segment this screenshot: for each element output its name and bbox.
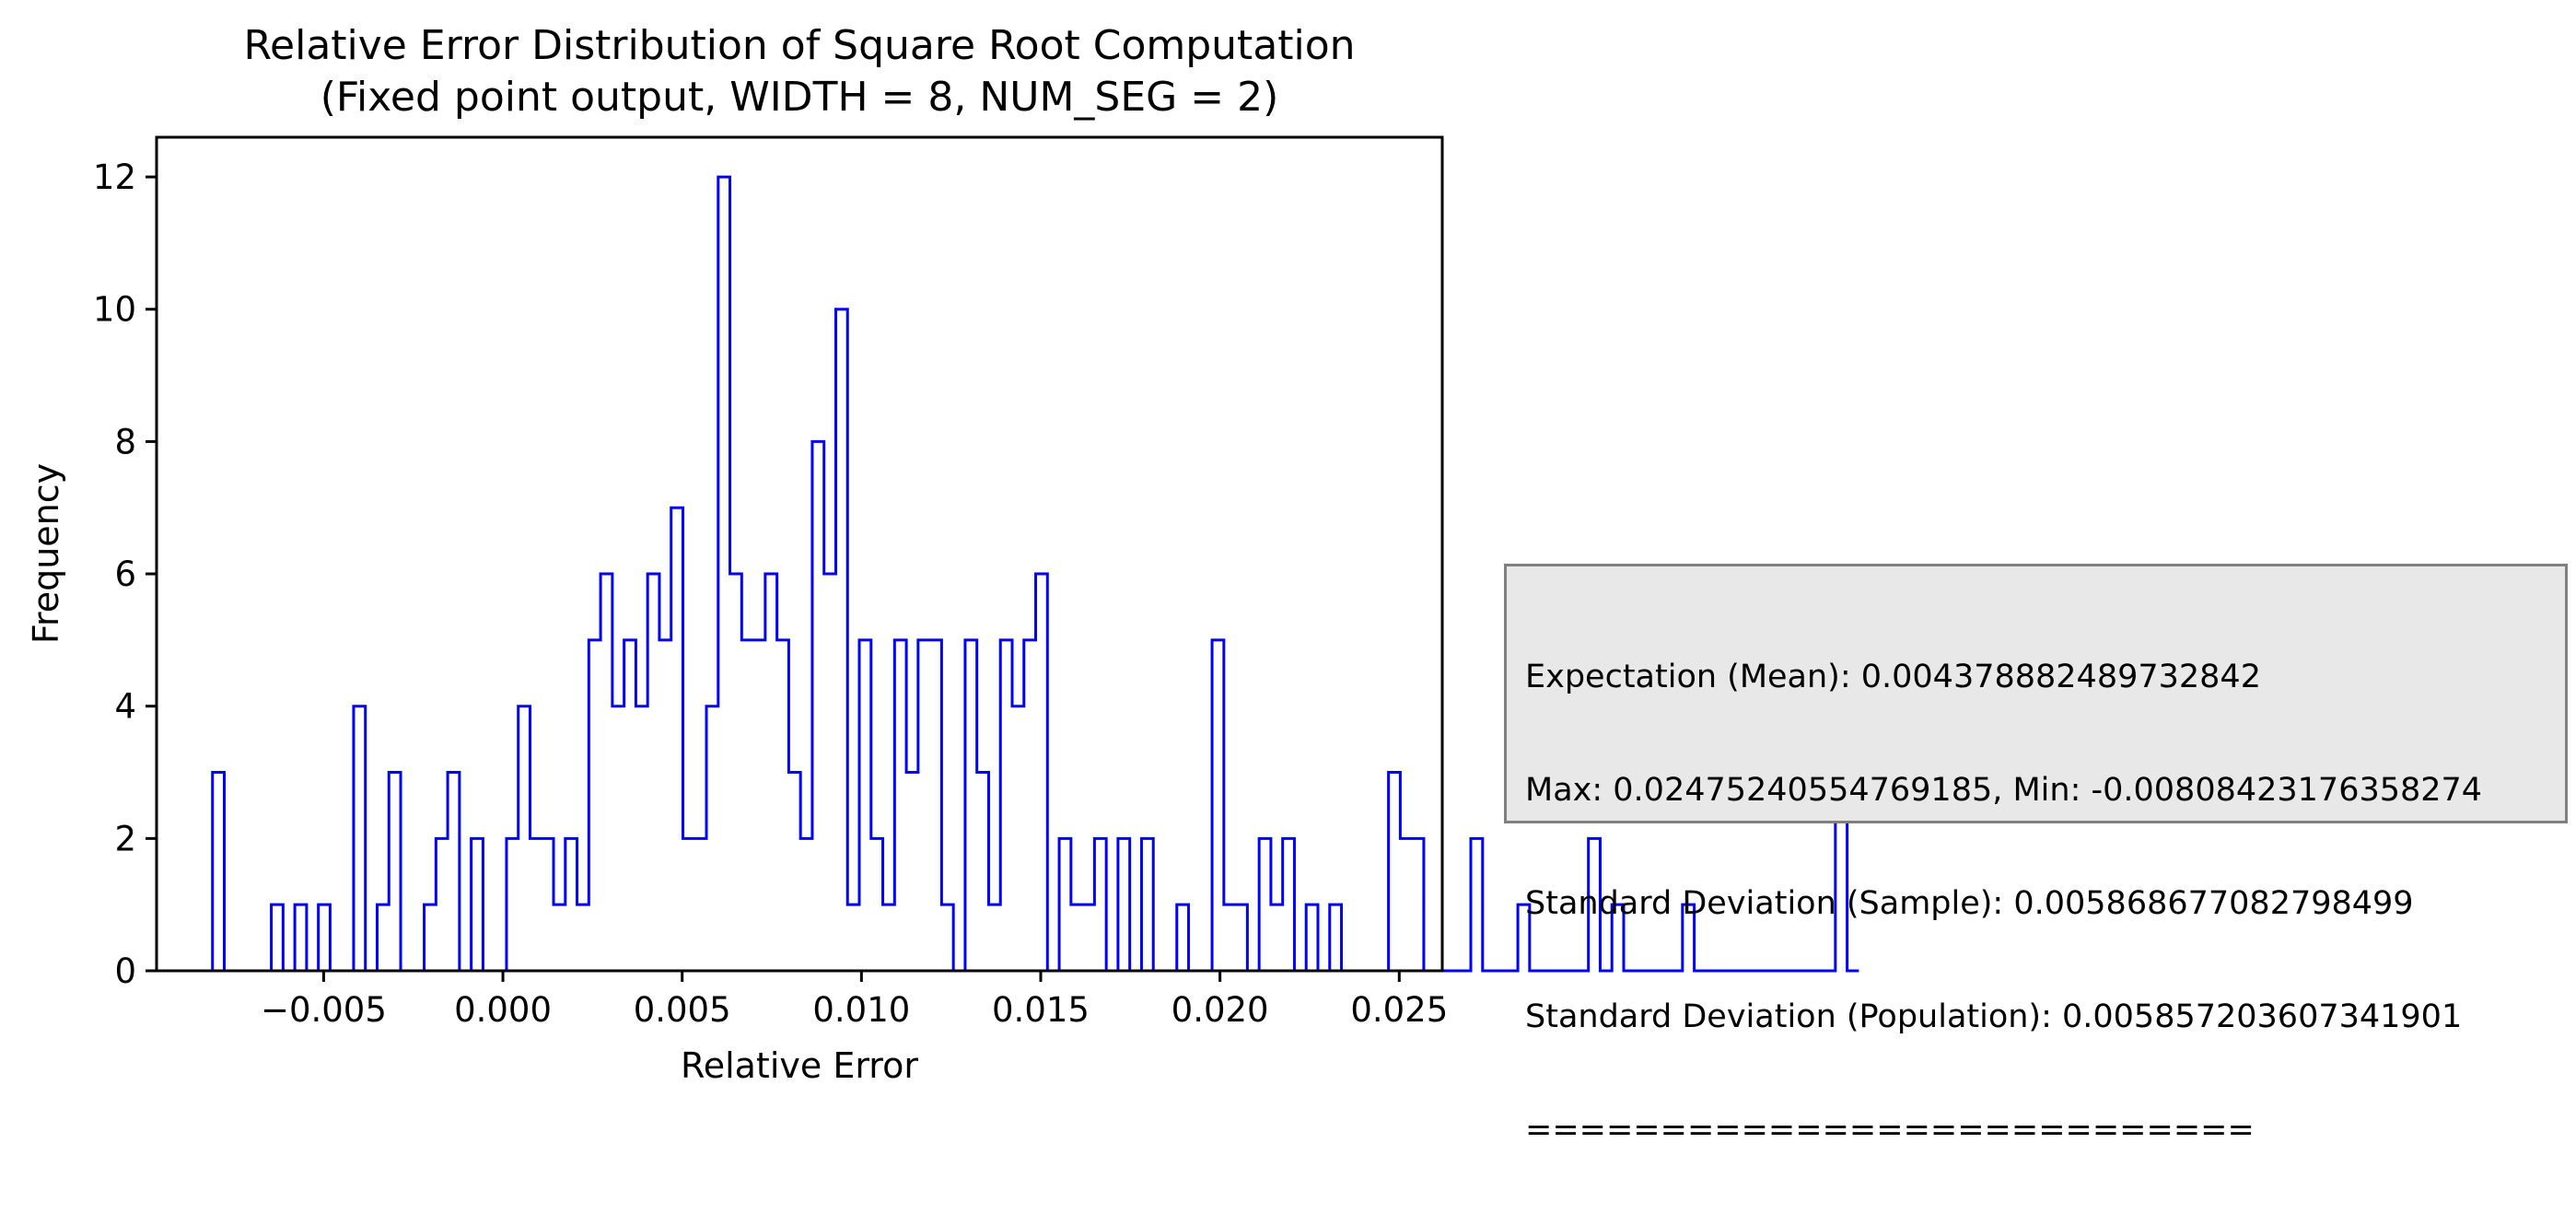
y-tick-label: 8: [114, 422, 136, 461]
x-tick-label: 0.020: [1171, 990, 1269, 1030]
y-tick-label: 10: [93, 290, 136, 330]
stats-mean: Expectation (Mean): 0.004378882489732842: [1525, 659, 2261, 695]
stats-std-sample: Standard Deviation (Sample): 0.005868677…: [1525, 885, 2414, 922]
x-tick-label: −0.005: [261, 990, 387, 1030]
y-tick-label: 4: [114, 687, 136, 727]
histogram-step-line: [211, 175, 1859, 973]
y-tick-label: 6: [114, 554, 136, 594]
x-tick-label: 0.010: [812, 990, 910, 1030]
stats-max-min: Max: 0.0247524055476918​5, Min: -0.00808…: [1525, 772, 2483, 809]
stats-separator: ===========================: [1525, 1112, 2255, 1149]
y-tick-label: 0: [114, 951, 136, 991]
x-axis-label: Relative Error: [681, 1045, 918, 1086]
x-tick-label: 0.000: [454, 990, 552, 1030]
x-axis: −0.005 0.000 0.005 0.010 0.015 0.020 0.025: [261, 971, 1448, 1030]
histogram-figure: −0.005 0.000 0.005 0.010 0.015 0.020 0.025 0 2 4…: [26, 135, 1859, 1086]
x-tick-label: 0.005: [634, 990, 731, 1030]
chart-title-line-1: Relative Error Distribution of Square Ro…: [243, 22, 1356, 69]
x-tick-label: 0.015: [992, 990, 1090, 1030]
y-axis: 0 2 4 6 8 10 12: [93, 158, 157, 991]
statistics-box: Expectation (Mean): 0.004378882489732842…: [1504, 564, 2568, 1149]
x-tick-label: 0.025: [1350, 990, 1448, 1030]
y-tick-label: 2: [114, 819, 136, 858]
y-axis-label: Frequency: [26, 463, 66, 644]
chart-title-line-2: (Fixed point output, WIDTH = 8, NUM_SEG …: [320, 74, 1279, 121]
y-tick-label: 12: [93, 158, 136, 197]
stats-std-population: Standard Deviation (Population): 0.00585…: [1525, 998, 2463, 1035]
plot-frame: [155, 135, 1444, 973]
